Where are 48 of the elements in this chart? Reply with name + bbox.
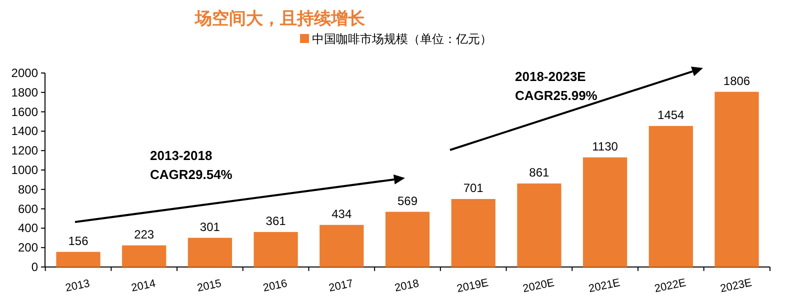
y-tick-label: 1200 <box>11 144 38 158</box>
annotation: 2013-2018 CAGR29.54% <box>150 148 233 182</box>
y-tick-label: 600 <box>18 202 38 216</box>
y-tick-label: 2000 <box>11 66 38 80</box>
bar <box>56 252 100 267</box>
data-label: 361 <box>266 214 286 228</box>
x-tick-label: 2019E <box>456 276 490 296</box>
chart-title: 场空间大，且持续增长 <box>194 9 366 29</box>
x-tick-label: 2020E <box>522 276 556 296</box>
data-label: 1454 <box>658 108 685 122</box>
x-tick-label: 2014 <box>130 278 157 294</box>
x-tick-label: 2018 <box>394 278 420 294</box>
data-label: 156 <box>68 234 89 248</box>
bar <box>648 126 693 267</box>
x-tick-label: 2013 <box>64 278 91 294</box>
x-tick-label: 2023E <box>719 276 753 296</box>
x-tick-label: 2016 <box>262 278 288 294</box>
data-label: 1130 <box>592 139 618 154</box>
bar <box>451 199 496 267</box>
bar <box>714 92 759 267</box>
bar <box>122 245 166 267</box>
x-tick-label: 2021E <box>588 276 622 296</box>
data-label: 301 <box>200 220 220 234</box>
bar <box>188 238 232 267</box>
bar <box>517 183 562 267</box>
y-tick-label: 1800 <box>11 85 38 100</box>
data-label: 434 <box>332 206 352 221</box>
legend-label: 中国咖啡市场规模（单位：亿元） <box>312 32 492 46</box>
bar <box>582 157 628 267</box>
x-tick-label: 2022E <box>653 276 688 296</box>
data-label: 701 <box>463 181 484 196</box>
x-tick-label: 2017 <box>328 278 354 294</box>
bar <box>320 224 364 267</box>
y-tick-label: 800 <box>18 182 38 196</box>
y-tick-label: 200 <box>18 240 38 255</box>
bar <box>254 232 298 267</box>
y-tick-label: 1000 <box>11 163 38 177</box>
y-tick-label: 400 <box>18 221 38 236</box>
bar <box>385 212 430 267</box>
y-tick-label: 1400 <box>11 124 38 138</box>
x-tick-label: 2015 <box>196 278 223 294</box>
data-label: 223 <box>134 227 154 242</box>
data-label: 569 <box>397 194 418 208</box>
y-tick-label: 1600 <box>11 104 38 119</box>
y-tick-label: 0 <box>31 260 38 274</box>
data-label: 861 <box>529 165 550 180</box>
annotation: 2018-2023E CAGR25.99% <box>515 69 598 103</box>
data-label: 1806 <box>723 74 750 88</box>
